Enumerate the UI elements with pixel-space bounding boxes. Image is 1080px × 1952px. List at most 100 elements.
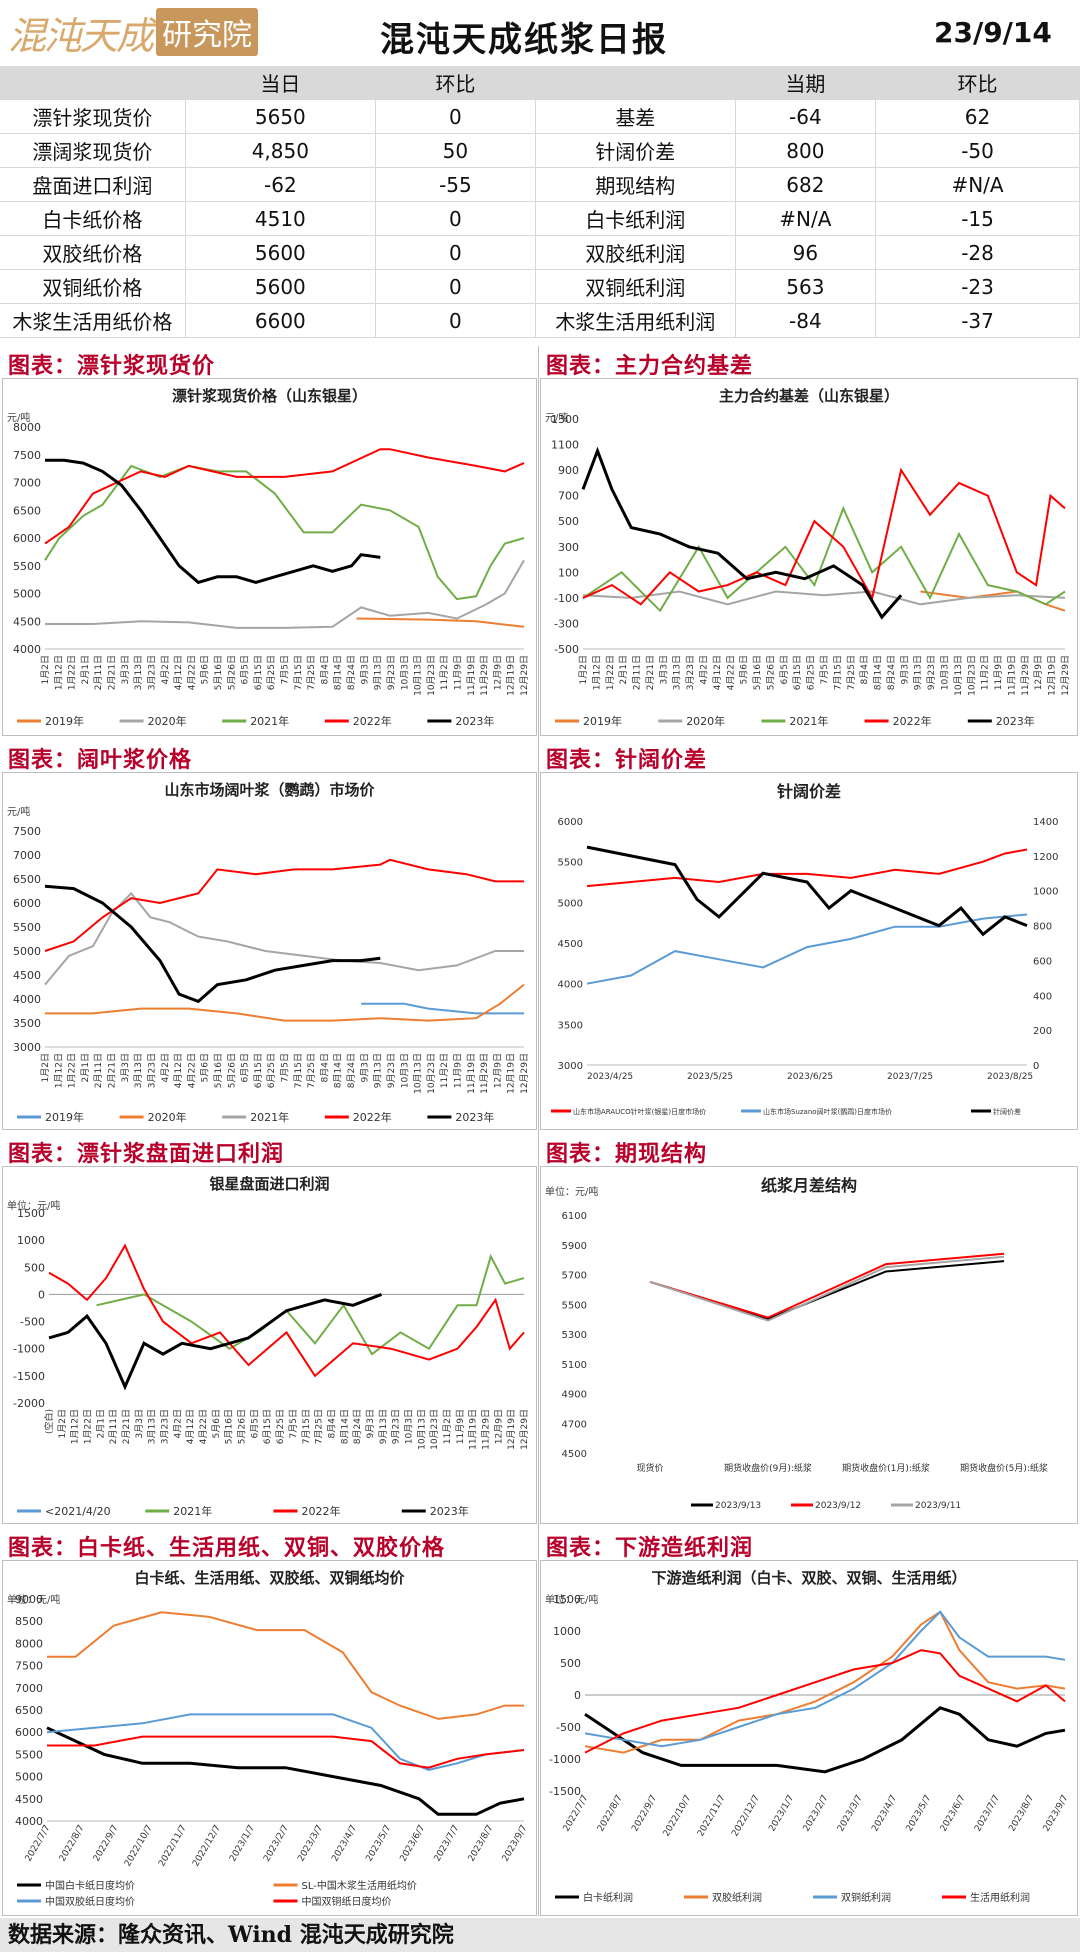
legend-label: 2020年	[686, 714, 725, 728]
chart-title: 漂针浆现货价格（山东银星）	[172, 387, 367, 405]
x-tick-label: 2022/10/7	[123, 1824, 155, 1869]
x-tick-label: 8月24日	[352, 1409, 363, 1444]
series-line-2	[649, 1252, 1005, 1319]
x-tick-label: 12月19日	[506, 655, 517, 696]
table-cell: 0	[375, 269, 536, 304]
x-tick-label: 7月25日	[314, 1409, 325, 1444]
x-tick-label: 9月23日	[386, 1053, 397, 1088]
x-tick-label: 5月6日	[200, 1053, 211, 1082]
x-tick-label: 2月1日	[95, 1409, 106, 1438]
x-tick-label: 12月29日	[519, 1053, 530, 1094]
y-tick-label: 5000	[13, 588, 41, 601]
y-tick-label: 500	[24, 1261, 45, 1274]
x-tick-label: 4月22日	[198, 1409, 209, 1444]
x-tick-label: 12月9日	[493, 1409, 504, 1444]
x-tick-label: 7月15日	[301, 1409, 312, 1444]
x-tick-label: 10月23日	[966, 655, 977, 696]
table-cell: 0	[375, 99, 536, 134]
y-tick-label: 0	[38, 1288, 45, 1301]
y2-tick-label: 1400	[1033, 817, 1058, 828]
y-tick-label: 7500	[13, 825, 41, 838]
unit-label: 单位：元/吨	[545, 1593, 598, 1606]
y-tick-label: 6500	[13, 504, 41, 517]
table-cell: 6600	[185, 303, 376, 338]
x-tick-label: 10月13日	[953, 655, 964, 696]
x-tick-label: 5月16日	[224, 1409, 235, 1444]
x-tick-label: 2023/7/7	[973, 1794, 1002, 1834]
panel-label-p5: 图表：漂针浆盘面进口利润	[8, 1141, 285, 1167]
table-cell: 4,850	[185, 133, 376, 168]
y-tick-label: 4700	[562, 1419, 587, 1430]
x-tick-label: 3月23日	[146, 1053, 157, 1088]
legend-label: 2021年	[250, 1110, 289, 1124]
x-tick-label: 2023/9/7	[501, 1824, 530, 1864]
x-tick-label: 7月5日	[288, 1409, 299, 1438]
legend-label: 2021年	[789, 714, 828, 728]
x-tick-label: 1月12日	[53, 1053, 64, 1088]
legend-label: SL-中国木浆生活用纸均价	[302, 1879, 417, 1892]
x-tick-label: 2023/3/7	[836, 1794, 865, 1834]
data-source-footer: 数据来源：隆众资讯、Wind 混沌天成研究院	[0, 1918, 1080, 1952]
legend-label: 山东市场ARAUCO针叶浆(银星)日度市场价	[573, 1107, 706, 1116]
series-line-1	[356, 617, 525, 628]
x-tick-label: 2022/11/7	[696, 1794, 728, 1839]
x-tick-label: 4月12日	[185, 1409, 196, 1444]
x-tick-label: 4月2日	[160, 1053, 171, 1082]
table-row: 漂阔浆现货价 4,850 50 针阔价差 800 -50	[0, 133, 1080, 168]
table-cell: -28	[875, 235, 1080, 270]
series-line-4	[48, 1292, 383, 1391]
y-tick-label: 5500	[13, 921, 41, 934]
table-cell: 双铜纸利润	[535, 269, 736, 304]
legend-label: 2022年	[353, 714, 392, 728]
x-tick-label: 12月29日	[1060, 655, 1071, 696]
x-tick-label: 7月25日	[306, 1053, 317, 1088]
y-tick-label: 4500	[13, 615, 41, 628]
x-tick-label: 2月21日	[645, 655, 656, 690]
y-tick-label: 500	[560, 1657, 581, 1670]
x-tick-label: 2023/5/25	[687, 1072, 733, 1082]
x-tick-label: 2月11日	[93, 1053, 104, 1088]
x-tick-label: 2022/12/7	[730, 1794, 762, 1839]
y-tick-label: -1000	[549, 1753, 581, 1766]
x-tick-label: 2022/11/7	[157, 1824, 189, 1869]
x-tick-label: 10月3日	[399, 655, 410, 690]
x-tick-label: 12月9日	[1033, 655, 1044, 690]
y-tick-label: 8000	[13, 421, 41, 434]
x-tick-label: 2022/9/7	[630, 1794, 659, 1834]
x-tick-label: 8月24日	[346, 655, 357, 690]
x-tick-label: 11月19日	[468, 1409, 479, 1450]
table-cell: 漂阔浆现货价	[0, 133, 186, 168]
y-tick-label: 1500	[17, 1207, 45, 1220]
y-tick-label: 4500	[13, 969, 41, 982]
x-tick-label: 1月2日	[40, 655, 51, 684]
x-tick-label: 7月5日	[280, 655, 291, 684]
x-tick-label: 6月25日	[275, 1409, 286, 1444]
table-cell: -55	[375, 167, 536, 202]
x-tick-label: 3月13日	[133, 1053, 144, 1088]
x-tick-label: 6月25日	[266, 655, 277, 690]
table-cell: 4510	[185, 201, 376, 236]
y-tick-label: 700	[558, 490, 579, 503]
x-tick-label: 6月25日	[266, 1053, 277, 1088]
x-tick-label: 3月3日	[120, 1053, 131, 1082]
x-tick-label: 5月6日	[739, 655, 750, 684]
series-line-2	[45, 559, 525, 629]
x-tick-label: 8月14日	[333, 1053, 344, 1088]
legend-label: 2023/9/13	[715, 1501, 761, 1511]
x-tick-label: 2023/8/7	[1007, 1794, 1036, 1834]
y-tick-label: 7500	[13, 449, 41, 462]
y-tick-label: 3500	[558, 1020, 583, 1031]
x-tick-label: 12月19日	[506, 1053, 517, 1094]
panel-label-p8: 图表：下游造纸利润	[546, 1535, 754, 1561]
report-date: 23/9/14	[934, 16, 1052, 49]
y2-tick-label: 1200	[1033, 852, 1058, 863]
y-tick-label: -100	[554, 592, 579, 605]
x-tick-label: 11月9日	[455, 1409, 466, 1444]
table-cell: -64	[735, 99, 877, 134]
chart-title: 银星盘面进口利润	[209, 1175, 329, 1193]
x-tick-label: 2023/1/7	[228, 1824, 257, 1864]
legend-label: 2023年	[455, 714, 494, 728]
y-tick-label: 7500	[15, 1660, 43, 1673]
y2-tick-label: 600	[1033, 956, 1052, 967]
